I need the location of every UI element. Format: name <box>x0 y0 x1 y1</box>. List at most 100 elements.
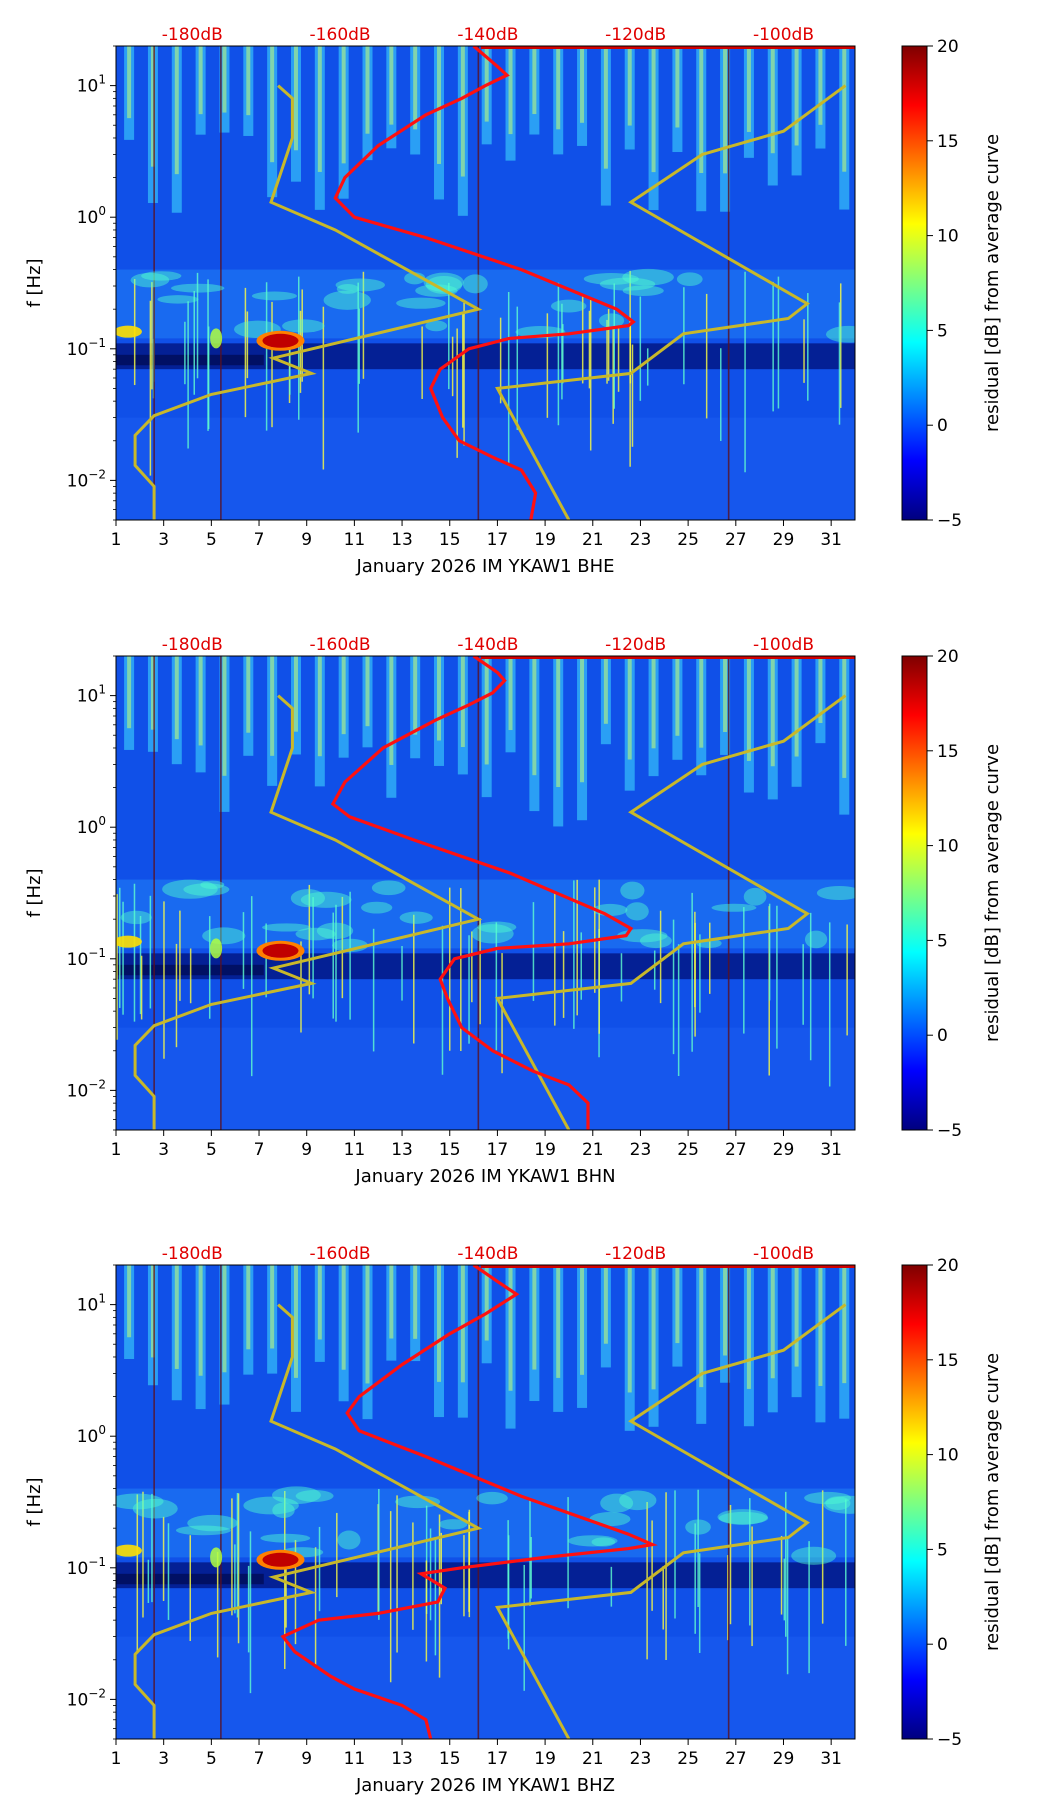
microseism-blob <box>171 283 225 293</box>
x-tick-label: 29 <box>773 1749 795 1769</box>
db-scale-label: -120dB <box>605 1244 666 1264</box>
day-stripe-core <box>627 656 632 760</box>
colorbar-tick-label: 0 <box>937 1635 948 1655</box>
day-stripe-core <box>389 656 394 765</box>
db-scale-label: -160dB <box>310 635 371 655</box>
x-tick-label: 5 <box>206 1140 217 1160</box>
x-tick-label: 9 <box>301 1749 312 1769</box>
day-stripe-core <box>389 1265 394 1339</box>
day-stripe-core <box>508 1265 513 1391</box>
day-stripe-core <box>341 656 346 735</box>
microseism-blob <box>476 1491 508 1505</box>
microseism-blob <box>183 883 230 896</box>
microseism-blob <box>336 284 359 294</box>
day-stripe-core <box>341 46 346 164</box>
microseism-blob <box>438 1519 468 1530</box>
microseism-blob <box>600 1493 634 1513</box>
plot-frame <box>115 655 856 1131</box>
microseism-blob <box>130 272 170 288</box>
day-stripe-core <box>580 46 585 123</box>
colorbar-tick-label: −5 <box>937 1121 962 1141</box>
day-stripe-core <box>150 46 155 167</box>
x-tick-label: 5 <box>206 530 217 550</box>
day-stripe-core <box>699 1265 704 1388</box>
y-tick-label: 10−2 <box>67 1686 106 1710</box>
x-tick-label: 11 <box>344 530 366 550</box>
microseism-blob <box>260 1533 311 1543</box>
colorbar-tick-label: 10 <box>937 1446 959 1466</box>
microseism-blob <box>711 903 757 912</box>
db-scale-label: -100dB <box>753 635 814 655</box>
day-stripe-core <box>150 656 155 730</box>
day-stripe-core <box>317 1265 322 1340</box>
median-psd-curve <box>280 1265 658 1739</box>
early-blob <box>210 1547 223 1568</box>
microseism-blob <box>116 1493 164 1510</box>
db-scale-label: -160dB <box>310 1244 371 1264</box>
x-tick-label: 25 <box>677 1749 699 1769</box>
colorbar-tick-label: 15 <box>937 1351 959 1371</box>
x-tick-label: 13 <box>391 530 413 550</box>
y-tick-label: 101 <box>77 1292 106 1316</box>
day-stripe-core <box>341 1265 346 1370</box>
top-strip <box>480 46 855 49</box>
microseism-blob <box>717 1509 768 1525</box>
day-stripe-core <box>603 1265 608 1344</box>
day-stripe-core <box>222 1265 227 1373</box>
y-axis-label: f [Hz] <box>24 258 45 307</box>
day-stripe-core <box>413 1265 418 1339</box>
day-stripe-core <box>174 656 179 740</box>
microseism-blob <box>399 911 433 924</box>
colorbar-tick-label: 10 <box>937 227 959 247</box>
day-stripe-core <box>699 46 704 174</box>
y-axis-label: f [Hz] <box>24 1477 45 1526</box>
colorbar-label: residual [dB] from average curve <box>982 1353 1003 1651</box>
day-stripe-core <box>293 656 298 732</box>
spectrogram-image <box>116 46 855 520</box>
x-tick-label: 1 <box>111 530 122 550</box>
x-axis-label: January 2026 IM YKAW1 BHE <box>355 556 614 577</box>
early-blob <box>116 935 142 948</box>
day-stripe-core <box>365 1265 370 1384</box>
colorbar-tick-label: 15 <box>937 132 959 152</box>
day-stripe-core <box>842 46 847 172</box>
low-noise-model-curve <box>133 694 483 1130</box>
day-stripe-core <box>556 656 561 788</box>
x-tick-label: 27 <box>725 1749 747 1769</box>
colorbar-gradient <box>901 1264 928 1740</box>
day-stripe-core <box>484 1265 489 1341</box>
microseism-blob <box>175 1525 231 1536</box>
y-axis-label: f [Hz] <box>24 868 45 917</box>
day-stripe-core <box>150 1265 155 1358</box>
day-stripe-core <box>317 656 322 757</box>
early-blob <box>116 325 142 338</box>
microseism-blob <box>396 297 446 309</box>
colorbar-label: residual [dB] from average curve <box>982 134 1003 432</box>
x-tick-label: 13 <box>391 1140 413 1160</box>
microseism-blob <box>282 319 325 333</box>
colorbar-tick-label: 15 <box>937 742 959 762</box>
day-stripe-core <box>389 46 394 125</box>
x-tick-label: 23 <box>630 1140 652 1160</box>
day-stripe-core <box>127 46 132 119</box>
y-tick-label: 10−2 <box>67 1077 106 1101</box>
low-frequency-region <box>116 1027 855 1130</box>
x-tick-label: 5 <box>206 1749 217 1769</box>
low-noise-model-curve <box>133 84 483 520</box>
microseism-blob <box>598 313 625 328</box>
microseism-blob <box>825 325 855 343</box>
y-tick-label: 100 <box>77 204 106 228</box>
microseism-blob <box>622 268 674 286</box>
microseism-blob <box>685 1519 711 1535</box>
microseism-blob <box>251 291 298 301</box>
top-strip <box>480 1265 855 1268</box>
day-stripe-core <box>222 46 227 113</box>
microseism-blob <box>162 879 218 899</box>
median-psd-curve <box>330 656 634 1130</box>
microseism-blob <box>804 930 828 949</box>
day-stripe-core <box>437 46 442 164</box>
y-tick-label: 10−1 <box>67 1555 106 1579</box>
x-tick-label: 9 <box>301 1140 312 1160</box>
day-stripe-core <box>770 656 775 767</box>
